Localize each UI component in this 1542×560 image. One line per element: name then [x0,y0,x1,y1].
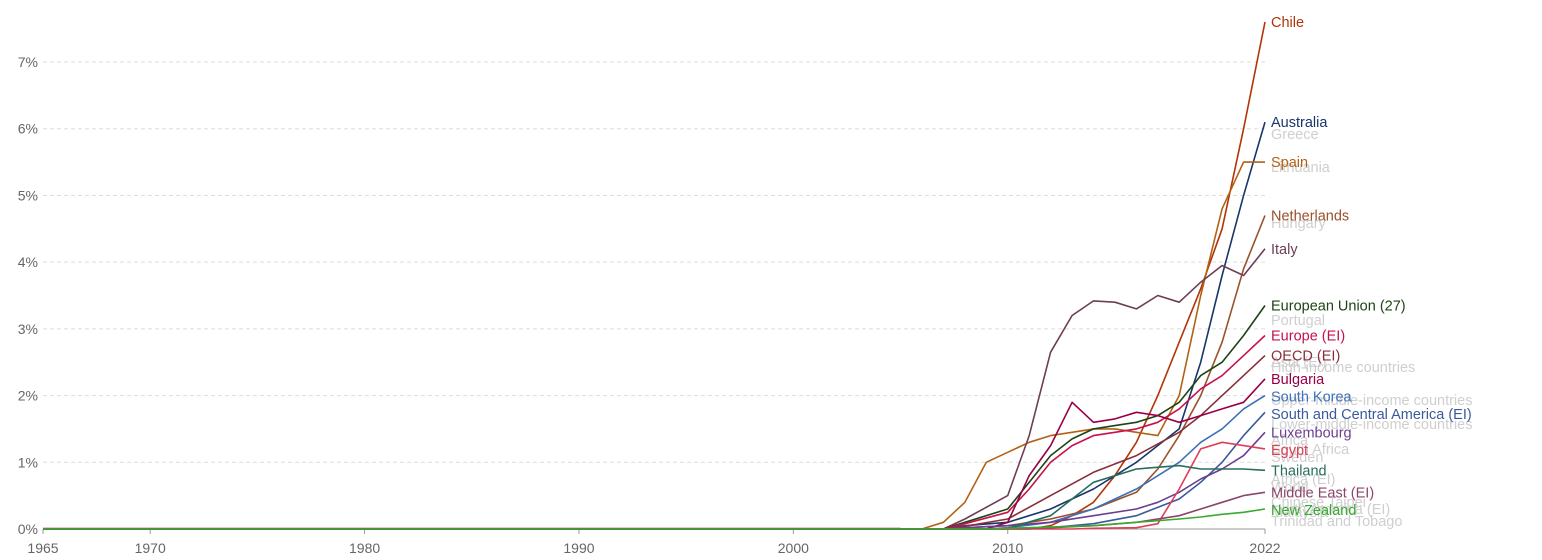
series-line-egypt[interactable] [43,441,1266,530]
series-line-italy[interactable] [43,248,1266,530]
series-line-new-zealand[interactable] [43,508,1266,530]
faded-label-upper-middle-income-countries: Upper-middle-income countries [1271,393,1472,409]
series-line-chile[interactable] [43,21,1266,530]
y-tick-label: 6% [18,121,38,137]
series-label-europe-ei: Europe (EI) [1271,329,1345,345]
series-label-bulgaria: Bulgaria [1271,372,1325,388]
faded-label-greece: Greece [1271,127,1319,143]
faded-label-portugal: Portugal [1271,313,1325,329]
grid-lines [43,61,1265,530]
faded-label-trinidad-and-tobago: Trinidad and Tobago [1271,514,1402,530]
y-axis: 0% 1% 2% 3% 4% 5% 6% 7% [18,54,38,537]
series-line-oecd-ei[interactable] [43,355,1266,530]
series-label-netherlands: Netherlands [1271,208,1349,224]
y-tick-label: 5% [18,187,38,203]
faded-label-africa: Africa [1271,433,1309,449]
y-tick-label: 7% [18,54,38,70]
series-label-south-and-central-america-ei: South and Central America (EI) [1271,407,1472,423]
faded-label-lithuania: Lithuania [1271,160,1331,176]
series-label-chile: Chile [1271,15,1304,31]
y-tick-label: 4% [18,254,38,270]
series-line-europe-ei[interactable] [43,334,1266,530]
series-label-spain: Spain [1271,155,1308,171]
x-tick-label: 1965 [27,540,58,556]
faded-label-high-income-countries: High-income countries [1271,360,1415,376]
series-label-italy: Italy [1271,242,1298,258]
faded-label-world: World [1271,480,1309,496]
series-label-middle-east-ei: Middle East (EI) [1271,485,1374,501]
faded-label-chinese-taipei: Chinese Taipei [1271,495,1366,511]
faded-label-north-america-ei: North America (EI) [1271,502,1390,518]
series-label-new-zealand: New Zealand [1271,503,1356,519]
faded-label-malaysia: Malaysia [1271,505,1329,521]
faded-label-asia-ei: Asia (EI) [1271,355,1327,371]
series-line-australia[interactable] [43,121,1266,530]
faded-label-africa-ei: Africa (EI) [1271,472,1335,488]
x-tick-label: 1970 [135,540,166,556]
series-line-luxembourg[interactable] [43,431,1266,530]
y-tick-label: 2% [18,388,38,404]
series-line-middle-east-ei[interactable] [43,491,1266,530]
series-label-luxembourg: Luxembourg [1271,425,1352,441]
series-label-european-union-27: European Union (27) [1271,299,1406,315]
series-label-thailand: Thailand [1271,463,1327,479]
x-tick-label: 2000 [778,540,809,556]
series-labels: Chile Australia Spain Netherlands Italy Europ… [1271,15,1472,519]
background-series-labels: Greece Lithuania Hungary Portugal Asia (EI)H… [1271,127,1472,530]
x-tick-label: 2010 [992,540,1023,556]
faded-label-south-africa: South Africa [1271,442,1350,458]
series-label-egypt: Egypt [1271,443,1308,459]
series-line-bulgaria[interactable] [43,378,1266,530]
x-tick-label: 1980 [349,540,380,556]
series-label-australia: Australia [1271,115,1328,131]
y-tick-label: 0% [18,521,38,537]
faded-label-hungary: Hungary [1271,216,1327,232]
series-line-european-union-27[interactable] [43,305,1266,530]
y-tick-label: 1% [18,454,38,470]
y-tick-label: 3% [18,321,38,337]
x-tick-label: 2022 [1249,540,1280,556]
series-label-south-korea: South Korea [1271,389,1353,405]
faded-label-sweden: Sweden [1271,450,1323,466]
series-line-spain[interactable] [43,161,1265,530]
faded-label-lower-middle-income-countries: Lower-middle-income countries [1271,417,1472,433]
series-label-oecd-ei: OECD (EI) [1271,349,1340,365]
series-line-thailand[interactable] [43,464,1266,530]
x-axis: 1965 1970 1980 1990 2000 2010 2022 [27,528,1281,556]
x-tick-label: 1990 [563,540,594,556]
series-lines [43,21,1266,530]
